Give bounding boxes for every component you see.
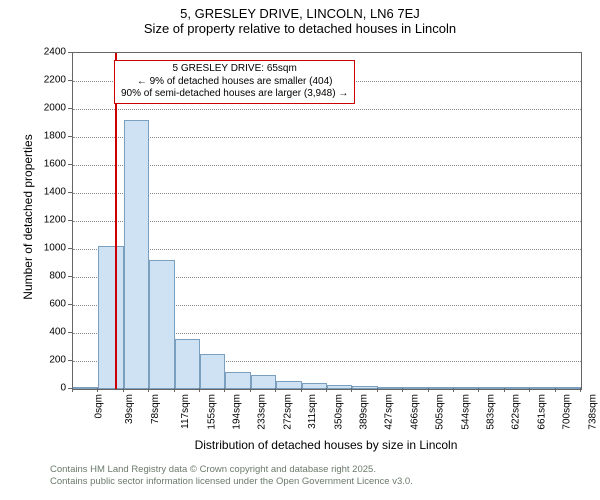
histogram-bar [530,387,555,389]
xtick-mark [453,388,454,392]
ytick-label: 2000 [0,103,66,114]
xtick-mark [97,388,98,392]
xtick-mark [428,388,429,392]
xtick-label: 661sqm [536,394,547,430]
xtick-label: 311sqm [307,394,318,429]
ytick-mark [68,80,72,81]
xtick-label: 738sqm [587,394,598,430]
ytick-mark [68,360,72,361]
chart-title-line2: Size of property relative to detached ho… [0,21,600,36]
xtick-label: 0sqm [93,394,104,418]
histogram-bar [124,120,149,389]
ytick-mark [68,192,72,193]
xtick-mark [250,388,251,392]
xtick-mark [275,388,276,392]
xtick-label: 700sqm [562,394,573,430]
annotation-line1: 5 GRESLEY DRIVE: 65sqm [121,63,348,76]
ytick-mark [68,136,72,137]
gridline-h [73,165,581,166]
xtick-label: 505sqm [435,394,446,430]
xtick-label: 544sqm [460,394,471,430]
gridline-h [73,249,581,250]
gridline-h [73,221,581,222]
ytick-label: 200 [0,355,66,366]
histogram-bar [251,375,276,389]
ytick-mark [68,52,72,53]
histogram-bar [556,387,581,389]
xtick-mark [351,388,352,392]
xtick-label: 350sqm [333,394,344,430]
attribution-text: Contains HM Land Registry data © Crown c… [50,464,413,489]
histogram-bar [302,383,327,389]
histogram-bar [327,385,352,389]
xtick-label: 583sqm [486,394,497,430]
xtick-label: 78sqm [150,394,161,424]
xtick-mark [478,388,479,392]
xtick-mark [555,388,556,392]
histogram-bar [479,387,504,389]
histogram-bar [352,386,377,389]
chart-title-line1: 5, GRESLEY DRIVE, LINCOLN, LN6 7EJ [0,6,600,21]
histogram-bar [378,387,403,389]
histogram-bar [225,372,250,389]
xtick-mark [148,388,149,392]
xtick-label: 39sqm [124,394,135,424]
ytick-mark [68,220,72,221]
gridline-h [73,137,581,138]
xtick-label: 622sqm [511,394,522,430]
ytick-label: 2400 [0,47,66,58]
ytick-label: 400 [0,327,66,338]
annotation-line2: ← 9% of detached houses are smaller (404… [121,76,348,89]
gridline-h [73,109,581,110]
histogram-bar [276,381,301,389]
xtick-label: 389sqm [359,394,370,430]
xtick-label: 117sqm [180,394,191,429]
ytick-mark [68,108,72,109]
histogram-bar [175,339,200,389]
ytick-mark [68,164,72,165]
chart-container: 5, GRESLEY DRIVE, LINCOLN, LN6 7EJ Size … [0,0,600,500]
xtick-mark [377,388,378,392]
x-axis-label: Distribution of detached houses by size … [72,438,580,452]
xtick-label: 272sqm [282,394,293,430]
histogram-bar [505,387,530,389]
xtick-mark [123,388,124,392]
attribution-line1: Contains HM Land Registry data © Crown c… [50,464,413,476]
histogram-bar [429,387,454,389]
ytick-mark [68,304,72,305]
annotation-line3: 90% of semi-detached houses are larger (… [121,88,348,101]
ytick-mark [68,332,72,333]
histogram-bar [98,246,123,389]
xtick-label: 155sqm [206,394,217,430]
xtick-label: 194sqm [232,394,243,430]
histogram-bar [403,387,428,389]
xtick-mark [174,388,175,392]
histogram-bar [73,387,98,389]
attribution-line2: Contains public sector information licen… [50,476,413,488]
xtick-mark [326,388,327,392]
xtick-mark [199,388,200,392]
ytick-mark [68,276,72,277]
xtick-mark [301,388,302,392]
ytick-label: 0 [0,383,66,394]
xtick-label: 427sqm [384,394,395,430]
y-axis-label: Number of detached properties [21,117,35,317]
gridline-h [73,193,581,194]
histogram-bar [149,260,174,389]
xtick-mark [504,388,505,392]
histogram-bar [454,387,479,389]
ytick-label: 2200 [0,75,66,86]
xtick-label: 233sqm [257,394,268,430]
ytick-mark [68,248,72,249]
xtick-label: 466sqm [409,394,420,430]
xtick-mark [72,388,73,392]
xtick-mark [529,388,530,392]
annotation-box: 5 GRESLEY DRIVE: 65sqm ← 9% of detached … [114,60,355,104]
xtick-mark [402,388,403,392]
histogram-bar [200,354,225,389]
xtick-mark [224,388,225,392]
xtick-mark [580,388,581,392]
